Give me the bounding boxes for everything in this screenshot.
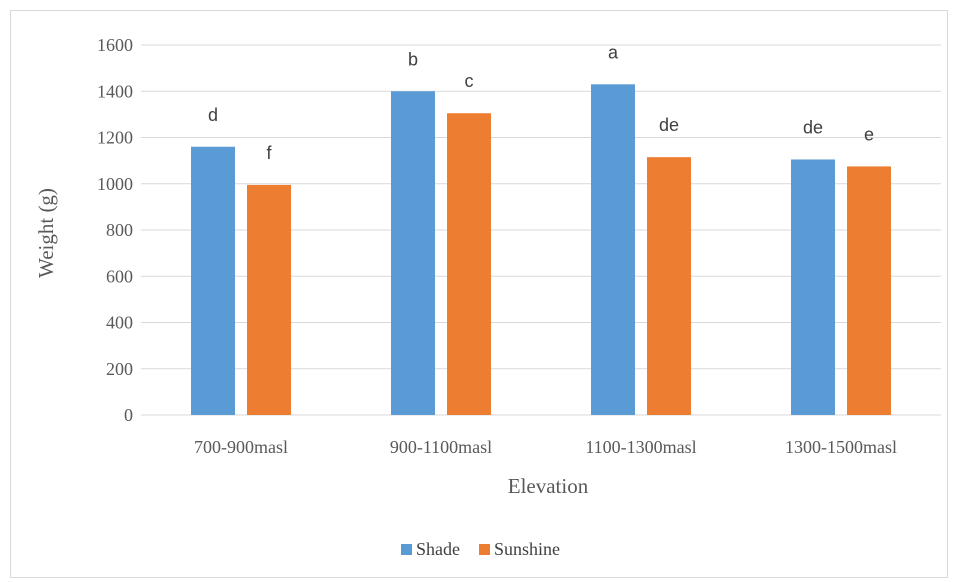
bar-shade-3	[591, 84, 635, 415]
legend-label-sunshine: Sunshine	[494, 539, 560, 559]
significance-label: c	[465, 71, 474, 91]
y-tick-label: 200	[106, 359, 133, 379]
bar-sunshine-2	[447, 113, 491, 415]
bar-shade-4	[791, 159, 835, 415]
bar-chart: 0 200 400 600 800 1000 1200 1400 1600 d f b c a de de e…	[34, 35, 941, 559]
y-tick-label: 1400	[97, 81, 133, 101]
significance-label: e	[864, 124, 874, 144]
bar-sunshine-4	[847, 166, 891, 415]
significance-label: a	[608, 42, 619, 62]
significance-label: de	[659, 115, 679, 135]
y-tick-label: 600	[106, 266, 133, 286]
significance-label: de	[803, 117, 823, 137]
y-tick-label: 1000	[97, 174, 133, 194]
x-axis-ticks: 700-900masl 900-1100masl 1100-1300masl 1300…	[194, 437, 897, 457]
bar-shade-2	[391, 91, 435, 415]
legend: Shade Sunshine	[401, 539, 560, 559]
y-tick-label: 400	[106, 313, 133, 333]
significance-labels: d f b c a de de e	[208, 42, 874, 163]
bar-sunshine-3	[647, 157, 691, 415]
significance-label: d	[208, 105, 218, 125]
y-axis-title: Weight (g)	[34, 188, 58, 278]
chart-frame: 0 200 400 600 800 1000 1200 1400 1600 d f b c a de de e…	[10, 10, 948, 578]
bars	[191, 84, 891, 415]
y-tick-label: 800	[106, 220, 133, 240]
y-tick-label: 0	[124, 405, 133, 425]
x-tick-label: 900-1100masl	[390, 437, 492, 457]
bar-sunshine-1	[247, 184, 291, 415]
x-tick-label: 700-900masl	[194, 437, 288, 457]
x-tick-label: 1100-1300masl	[585, 437, 696, 457]
significance-label: b	[408, 49, 418, 69]
y-tick-label: 1600	[97, 35, 133, 55]
x-axis-title: Elevation	[508, 474, 589, 498]
legend-label-shade: Shade	[416, 539, 460, 559]
y-tick-label: 1200	[97, 128, 133, 148]
significance-label: f	[266, 143, 272, 163]
legend-swatch-sunshine	[479, 544, 490, 555]
legend-swatch-shade	[401, 544, 412, 555]
y-axis-ticks: 0 200 400 600 800 1000 1200 1400 1600	[97, 35, 133, 425]
x-tick-label: 1300-1500masl	[785, 437, 897, 457]
bar-shade-1	[191, 146, 235, 415]
